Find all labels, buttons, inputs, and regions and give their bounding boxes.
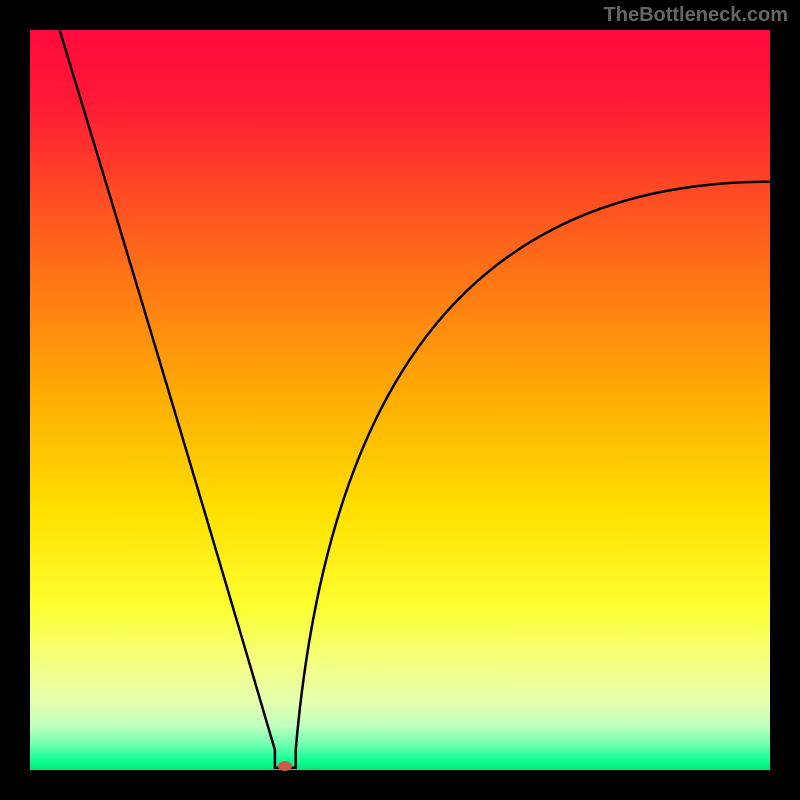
watermark-text: TheBottleneck.com xyxy=(604,4,788,27)
chart-plot-area xyxy=(30,30,770,770)
bottleneck-curve xyxy=(30,30,770,770)
optimum-marker xyxy=(278,761,292,771)
